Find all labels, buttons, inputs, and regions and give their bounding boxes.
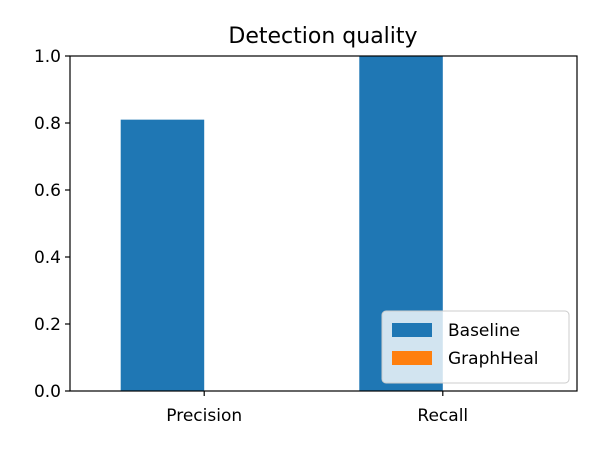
y-tick-label: 0.4 bbox=[34, 248, 61, 268]
bar-baseline-precision bbox=[120, 119, 205, 392]
x-tick-label-recall: Recall bbox=[417, 406, 468, 426]
x-tick-label-precision: Precision bbox=[166, 406, 242, 426]
plot-frame bbox=[69, 55, 578, 392]
y-tick-label: 0.0 bbox=[34, 382, 61, 402]
legend-label-baseline: Baseline bbox=[448, 321, 520, 341]
legend-label-graphheal: GraphHeal bbox=[448, 349, 539, 369]
chart-title: Detection quality bbox=[228, 24, 417, 49]
legend: Baseline GraphHeal bbox=[381, 310, 570, 384]
y-tick-label: 0.8 bbox=[34, 114, 61, 134]
bars-layer bbox=[120, 56, 443, 392]
y-tick-label: 0.2 bbox=[34, 315, 61, 335]
legend-swatch-graphheal bbox=[392, 351, 432, 365]
axes-layer: 0.0 0.2 0.4 0.6 0.8 1.0 Precision Recall bbox=[34, 47, 578, 426]
y-tick-label: 1.0 bbox=[34, 47, 61, 67]
y-tick-label: 0.6 bbox=[34, 181, 61, 201]
legend-swatch-baseline bbox=[392, 323, 432, 337]
